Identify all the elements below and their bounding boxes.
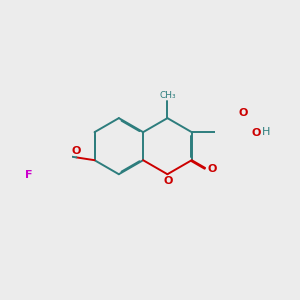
Text: F: F — [25, 170, 33, 180]
Text: H: H — [262, 127, 270, 137]
Text: CH₃: CH₃ — [159, 91, 176, 100]
Text: O: O — [251, 128, 260, 138]
Text: O: O — [239, 109, 248, 118]
Text: O: O — [207, 164, 217, 174]
Text: O: O — [164, 176, 173, 186]
Text: O: O — [72, 146, 81, 156]
